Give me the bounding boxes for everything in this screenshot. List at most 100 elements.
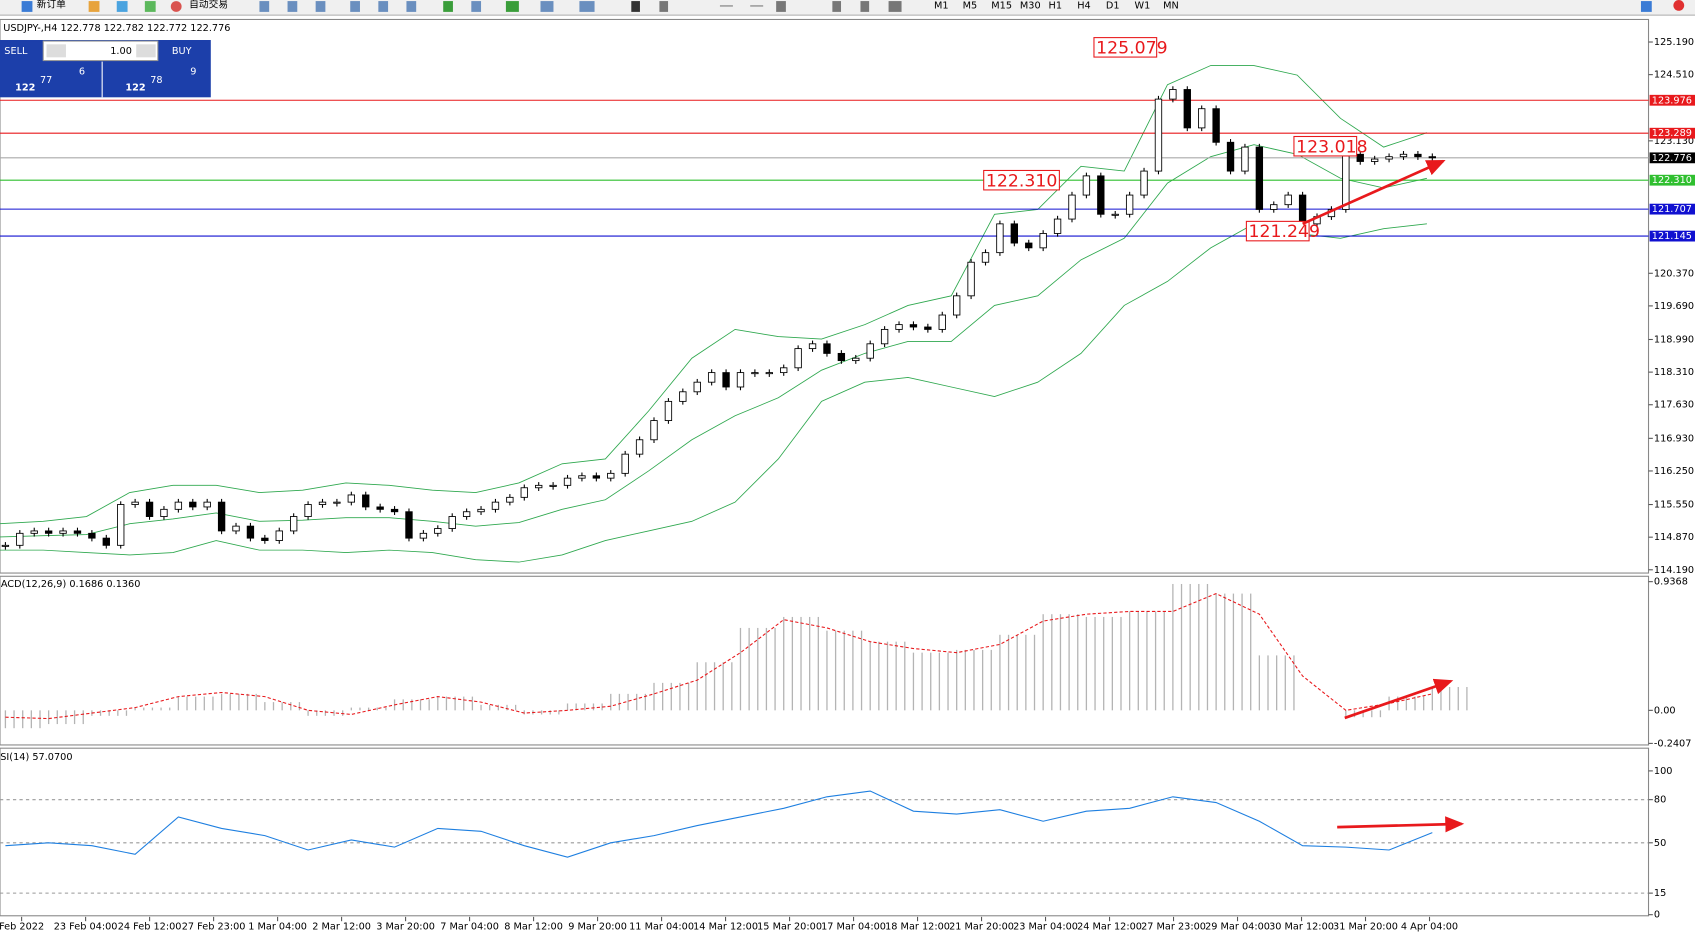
toolbar-icon[interactable] bbox=[350, 1, 360, 12]
new-order-button[interactable]: 新订单 bbox=[37, 0, 66, 10]
indicator-title: RSI(14) 57.0700 bbox=[0, 752, 73, 763]
candle-body bbox=[1025, 242, 1033, 249]
toolbar-icon[interactable] bbox=[579, 1, 595, 12]
timeframe-button[interactable]: M15 bbox=[991, 0, 1012, 11]
level-label-bg bbox=[1649, 127, 1695, 139]
timeframe-button[interactable]: H1 bbox=[1049, 0, 1062, 11]
toolbar-icon[interactable] bbox=[860, 1, 870, 12]
candle-body bbox=[448, 516, 456, 529]
y-tick-label: 116.930 bbox=[1654, 433, 1694, 444]
toolbar-icon[interactable] bbox=[116, 1, 128, 12]
timeframe-button[interactable]: M1 bbox=[934, 0, 949, 11]
toolbar-icon[interactable] bbox=[540, 1, 554, 12]
y-tick-label: 117.630 bbox=[1654, 400, 1694, 411]
toolbar-icon[interactable] bbox=[631, 1, 640, 12]
sell-label[interactable]: SELL bbox=[4, 46, 28, 57]
timeframe-button[interactable]: M30 bbox=[1020, 0, 1041, 11]
candle-body bbox=[1414, 153, 1422, 158]
candle-body bbox=[1097, 175, 1105, 215]
candle-body bbox=[996, 223, 1004, 254]
sell-price-small[interactable]: 6 bbox=[79, 66, 85, 77]
toolbar-icon[interactable] bbox=[88, 1, 100, 12]
toolbar-icon[interactable] bbox=[750, 5, 764, 7]
candle-body bbox=[679, 391, 687, 402]
buy-price-big[interactable]: 78 bbox=[150, 75, 162, 86]
candle-body bbox=[289, 516, 298, 532]
y-tick-label: 118.310 bbox=[1654, 367, 1694, 378]
buy-label[interactable]: BUY bbox=[172, 46, 192, 57]
candle-body bbox=[967, 261, 975, 297]
trend-arrow bbox=[1302, 159, 1446, 226]
candle-body bbox=[924, 326, 932, 330]
timeframe-button[interactable]: MN bbox=[1163, 0, 1179, 11]
y-tick-label: -0.2407 bbox=[1654, 738, 1692, 749]
y-tick-label: 0 bbox=[1654, 910, 1660, 921]
sell-price-big[interactable]: 77 bbox=[40, 75, 52, 86]
toolbar-icon[interactable] bbox=[378, 1, 389, 12]
lot-up[interactable] bbox=[136, 44, 156, 58]
toolbar-icon[interactable] bbox=[471, 1, 482, 12]
candle-body bbox=[275, 530, 283, 541]
candle-body bbox=[318, 501, 327, 505]
toolbar-icon[interactable] bbox=[259, 1, 270, 12]
sell-price-prefix[interactable]: 122 bbox=[15, 83, 35, 94]
toolbar-icon[interactable] bbox=[719, 5, 733, 7]
toolbar-icon[interactable] bbox=[659, 1, 669, 12]
auto-trading-icon[interactable] bbox=[170, 1, 182, 12]
candle-body bbox=[160, 508, 168, 517]
timeframe-button[interactable]: M5 bbox=[963, 0, 978, 11]
buy-price-prefix[interactable]: 122 bbox=[125, 83, 145, 94]
macd-signal bbox=[5, 592, 1433, 720]
candle-body bbox=[203, 501, 211, 508]
toolbar-icon[interactable] bbox=[144, 1, 156, 12]
notification-icon[interactable] bbox=[1673, 0, 1685, 11]
candle-body bbox=[1169, 89, 1177, 100]
lot-down[interactable] bbox=[46, 44, 66, 58]
y-tick-label: 100 bbox=[1654, 766, 1673, 777]
x-tick-label: 27 Mar 23:00 bbox=[1141, 922, 1206, 932]
level-label-bg bbox=[1649, 174, 1695, 186]
auto-trading-button[interactable]: 自动交易 bbox=[189, 0, 228, 10]
toolbar-icon[interactable] bbox=[832, 1, 842, 12]
timeframe-button[interactable]: H4 bbox=[1077, 0, 1090, 11]
y-tick-label: 119.690 bbox=[1654, 301, 1694, 312]
toolbar-icon[interactable] bbox=[443, 1, 453, 12]
candle-body bbox=[535, 484, 543, 489]
lot-value[interactable]: 1.00 bbox=[110, 46, 132, 57]
toolbar-icon[interactable] bbox=[287, 1, 298, 12]
y-tick-label: 114.190 bbox=[1654, 565, 1694, 576]
candle-body bbox=[232, 525, 240, 532]
toolbar bbox=[0, 0, 1695, 16]
candle-body bbox=[736, 372, 745, 388]
y-tick-label: 15 bbox=[1654, 888, 1666, 899]
main-chart-frame bbox=[0, 18, 1650, 574]
candle-body bbox=[16, 532, 24, 546]
toolbar-icon[interactable] bbox=[888, 1, 902, 12]
candle-body bbox=[405, 511, 413, 539]
candle-body bbox=[1385, 156, 1393, 160]
y-tick-label: 124.510 bbox=[1654, 70, 1694, 81]
candle-body bbox=[117, 504, 125, 546]
y-tick-label: 116.250 bbox=[1654, 466, 1694, 477]
toolbar-icon[interactable] bbox=[406, 1, 417, 12]
bollinger-upper bbox=[0, 65, 1428, 525]
buy-price-small[interactable]: 9 bbox=[190, 66, 196, 77]
toolbar-icon[interactable] bbox=[315, 1, 326, 12]
sell-button[interactable] bbox=[1, 41, 43, 61]
lot-input[interactable] bbox=[42, 40, 159, 62]
candle-body bbox=[88, 532, 96, 539]
candle-body bbox=[592, 475, 601, 479]
toolbar-icon[interactable] bbox=[776, 1, 786, 12]
candle-body bbox=[362, 494, 370, 508]
timeframe-button[interactable]: W1 bbox=[1135, 0, 1151, 11]
x-tick-label: 24 Feb 12:00 bbox=[118, 922, 182, 932]
new-order-icon[interactable] bbox=[21, 1, 33, 12]
candle-body bbox=[1342, 153, 1350, 210]
search-icon[interactable] bbox=[1640, 1, 1652, 12]
timeframe-button[interactable]: D1 bbox=[1106, 0, 1120, 11]
trend-arrow bbox=[1337, 816, 1465, 833]
candle-body bbox=[131, 501, 139, 505]
toolbar-icon[interactable] bbox=[505, 1, 519, 12]
candle-body bbox=[852, 357, 860, 362]
